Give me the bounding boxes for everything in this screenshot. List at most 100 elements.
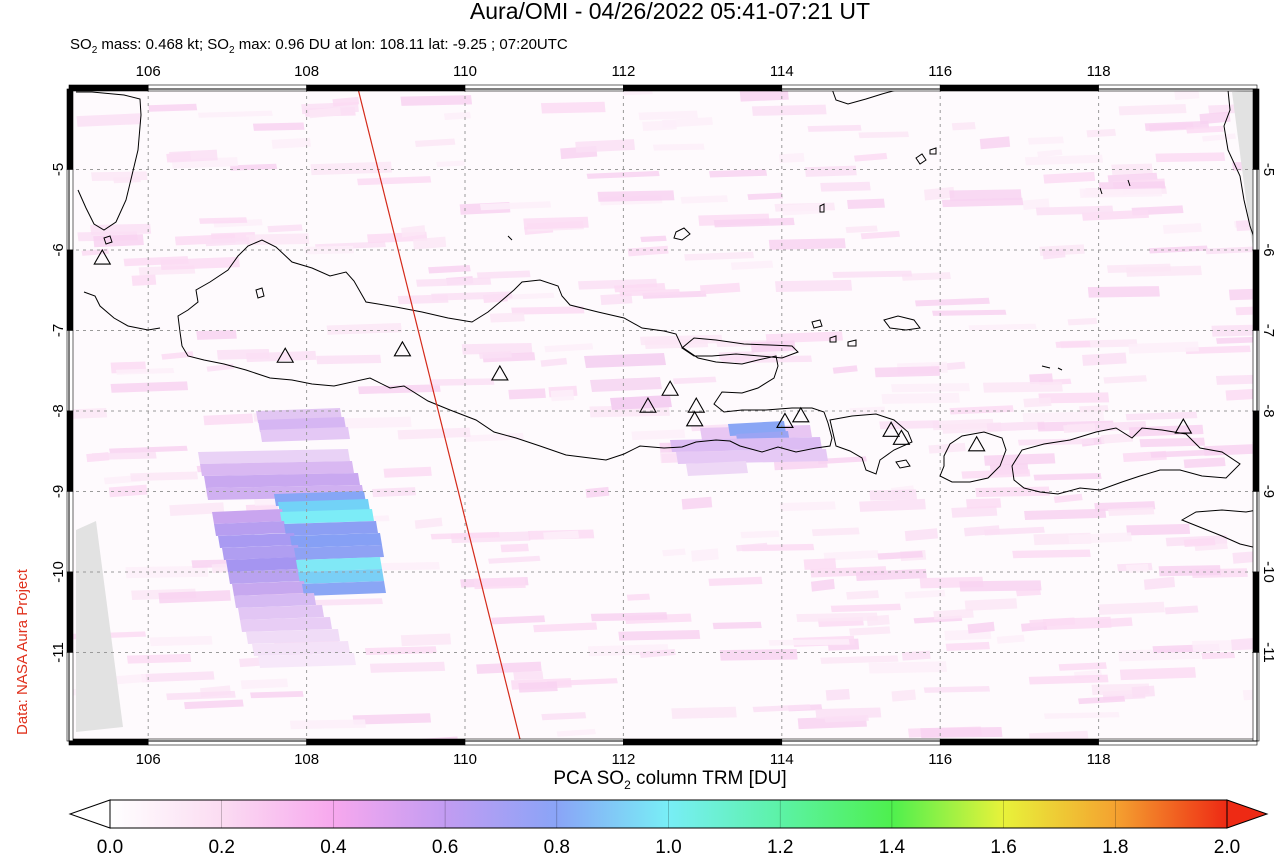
retrieval-pixel (488, 555, 541, 564)
frame-band-top (306, 84, 466, 92)
retrieval-pixel (1232, 551, 1257, 564)
retrieval-pixel (533, 622, 598, 633)
retrieval-pixel (1199, 111, 1231, 125)
retrieval-pixel (673, 376, 717, 385)
retrieval-pixel (858, 131, 909, 139)
retrieval-pixel (996, 634, 1025, 644)
coastline-krakatau (103, 235, 113, 245)
retrieval-pixel (684, 251, 755, 261)
lon-tick-label: 118 (1087, 751, 1111, 768)
retrieval-pixel (640, 235, 667, 243)
lon-tick-label: 112 (611, 63, 635, 80)
plume-pixel (258, 653, 356, 668)
retrieval-pixel (739, 89, 789, 102)
frame-band-right (1252, 88, 1260, 170)
colorbar: 0.0 0.2 0.4 0.6 0.8 1.0 1.2 1.4 1.6 1.8 2.0 (68, 799, 1269, 855)
coastlines (76, 89, 1257, 549)
retrieval-pixel (1183, 457, 1226, 469)
retrieval-pixel (357, 176, 432, 186)
retrieval-pixel (1143, 576, 1176, 590)
retrieval-pixel (550, 389, 575, 402)
retrieval-pixel (1035, 205, 1114, 216)
retrieval-pixel (1174, 89, 1200, 101)
retrieval-pixel (166, 690, 236, 701)
lat-tick-label: -10 (50, 561, 67, 583)
retrieval-pixel (1111, 163, 1153, 176)
retrieval-pixel (644, 338, 709, 349)
retrieval-pixel (1125, 265, 1202, 277)
retrieval-pixel (820, 181, 871, 192)
lon-tick-labels-bottom: 106 108 110 112 114 116 118 (136, 751, 1111, 768)
frame-band-right (1252, 169, 1260, 251)
retrieval-pixel (1028, 730, 1089, 741)
retrieval-pixel (1023, 397, 1052, 408)
retrieval-pixel (125, 565, 209, 579)
retrieval-pixel (397, 294, 449, 305)
volcano-icon (882, 421, 901, 437)
retrieval-pixel (1033, 473, 1102, 481)
retrieval-pixel (920, 727, 1003, 739)
frame-band-top (68, 84, 149, 92)
plume-pixel (214, 521, 286, 536)
plume-pixel (584, 353, 666, 368)
retrieval-pixel (1231, 637, 1257, 651)
retrieval-pixel (713, 217, 795, 228)
retrieval-pixel (1118, 103, 1187, 116)
retrieval-pixel (1205, 246, 1256, 255)
retrieval-pixel (662, 548, 686, 557)
lat-tick-label: -7 (50, 324, 67, 337)
retrieval-pixel (240, 678, 288, 690)
retrieval-pixel (959, 580, 1042, 592)
plume-pixel (226, 557, 298, 572)
colorbar-tick-label: 1.2 (767, 837, 793, 855)
lon-tick-label: 116 (928, 63, 952, 80)
plume-pixel (228, 569, 300, 584)
lat-tick-label: -5 (50, 163, 67, 176)
retrieval-pixel (369, 661, 446, 673)
plume-pixel (260, 427, 350, 442)
retrieval-pixel (740, 530, 780, 539)
retrieval-pixel (747, 192, 783, 201)
lat-tick-label: -5 (1260, 163, 1277, 176)
retrieval-pixel (681, 496, 713, 510)
plume-pixel (238, 605, 324, 620)
lon-tick-label: 110 (453, 751, 477, 768)
retrieval-pixel (1098, 601, 1165, 615)
lat-tick-label: -9 (50, 485, 67, 498)
retrieval-pixel (964, 598, 1018, 611)
retrieval-pixel (824, 714, 869, 723)
retrieval-pixel (642, 120, 677, 132)
frame-band-left (66, 330, 74, 412)
retrieval-pixel (489, 312, 525, 323)
retrieval-pixel (874, 366, 941, 378)
retrieval-pixel (1012, 549, 1091, 559)
frame-band-left (66, 652, 74, 742)
retrieval-pixel (945, 641, 990, 651)
retrieval-pixel (854, 152, 888, 162)
coastline-lombok (939, 431, 1007, 483)
volcano-icon (661, 380, 680, 396)
retrieval-pixel (949, 405, 1014, 415)
retrieval-pixel (416, 277, 492, 287)
lat-tick-label: -9 (1260, 485, 1277, 498)
so2-retrieval-pixels (69, 89, 1257, 741)
retrieval-pixel (1126, 523, 1191, 536)
plume-pixel (302, 581, 386, 596)
retrieval-pixel (846, 590, 879, 600)
plume-pixel (232, 581, 306, 596)
colorbar-title: PCA SO2 column TRM [DU] (553, 768, 787, 792)
retrieval-pixel (115, 367, 175, 375)
retrieval-pixel (540, 357, 568, 367)
retrieval-pixel (825, 688, 850, 701)
lat-tick-label: -6 (1260, 243, 1277, 256)
retrieval-pixel (967, 621, 995, 634)
retrieval-pixel (1131, 685, 1155, 698)
retrieval-pixel (963, 525, 1000, 537)
retrieval-pixel (778, 152, 805, 164)
retrieval-pixel (932, 418, 994, 431)
retrieval-pixel (627, 245, 669, 257)
retrieval-pixel (1164, 605, 1199, 615)
colorbar-tick-label: 1.4 (879, 837, 906, 855)
frame-band-right (1252, 410, 1260, 492)
colorbar-tick-label: 2.0 (1214, 837, 1240, 855)
